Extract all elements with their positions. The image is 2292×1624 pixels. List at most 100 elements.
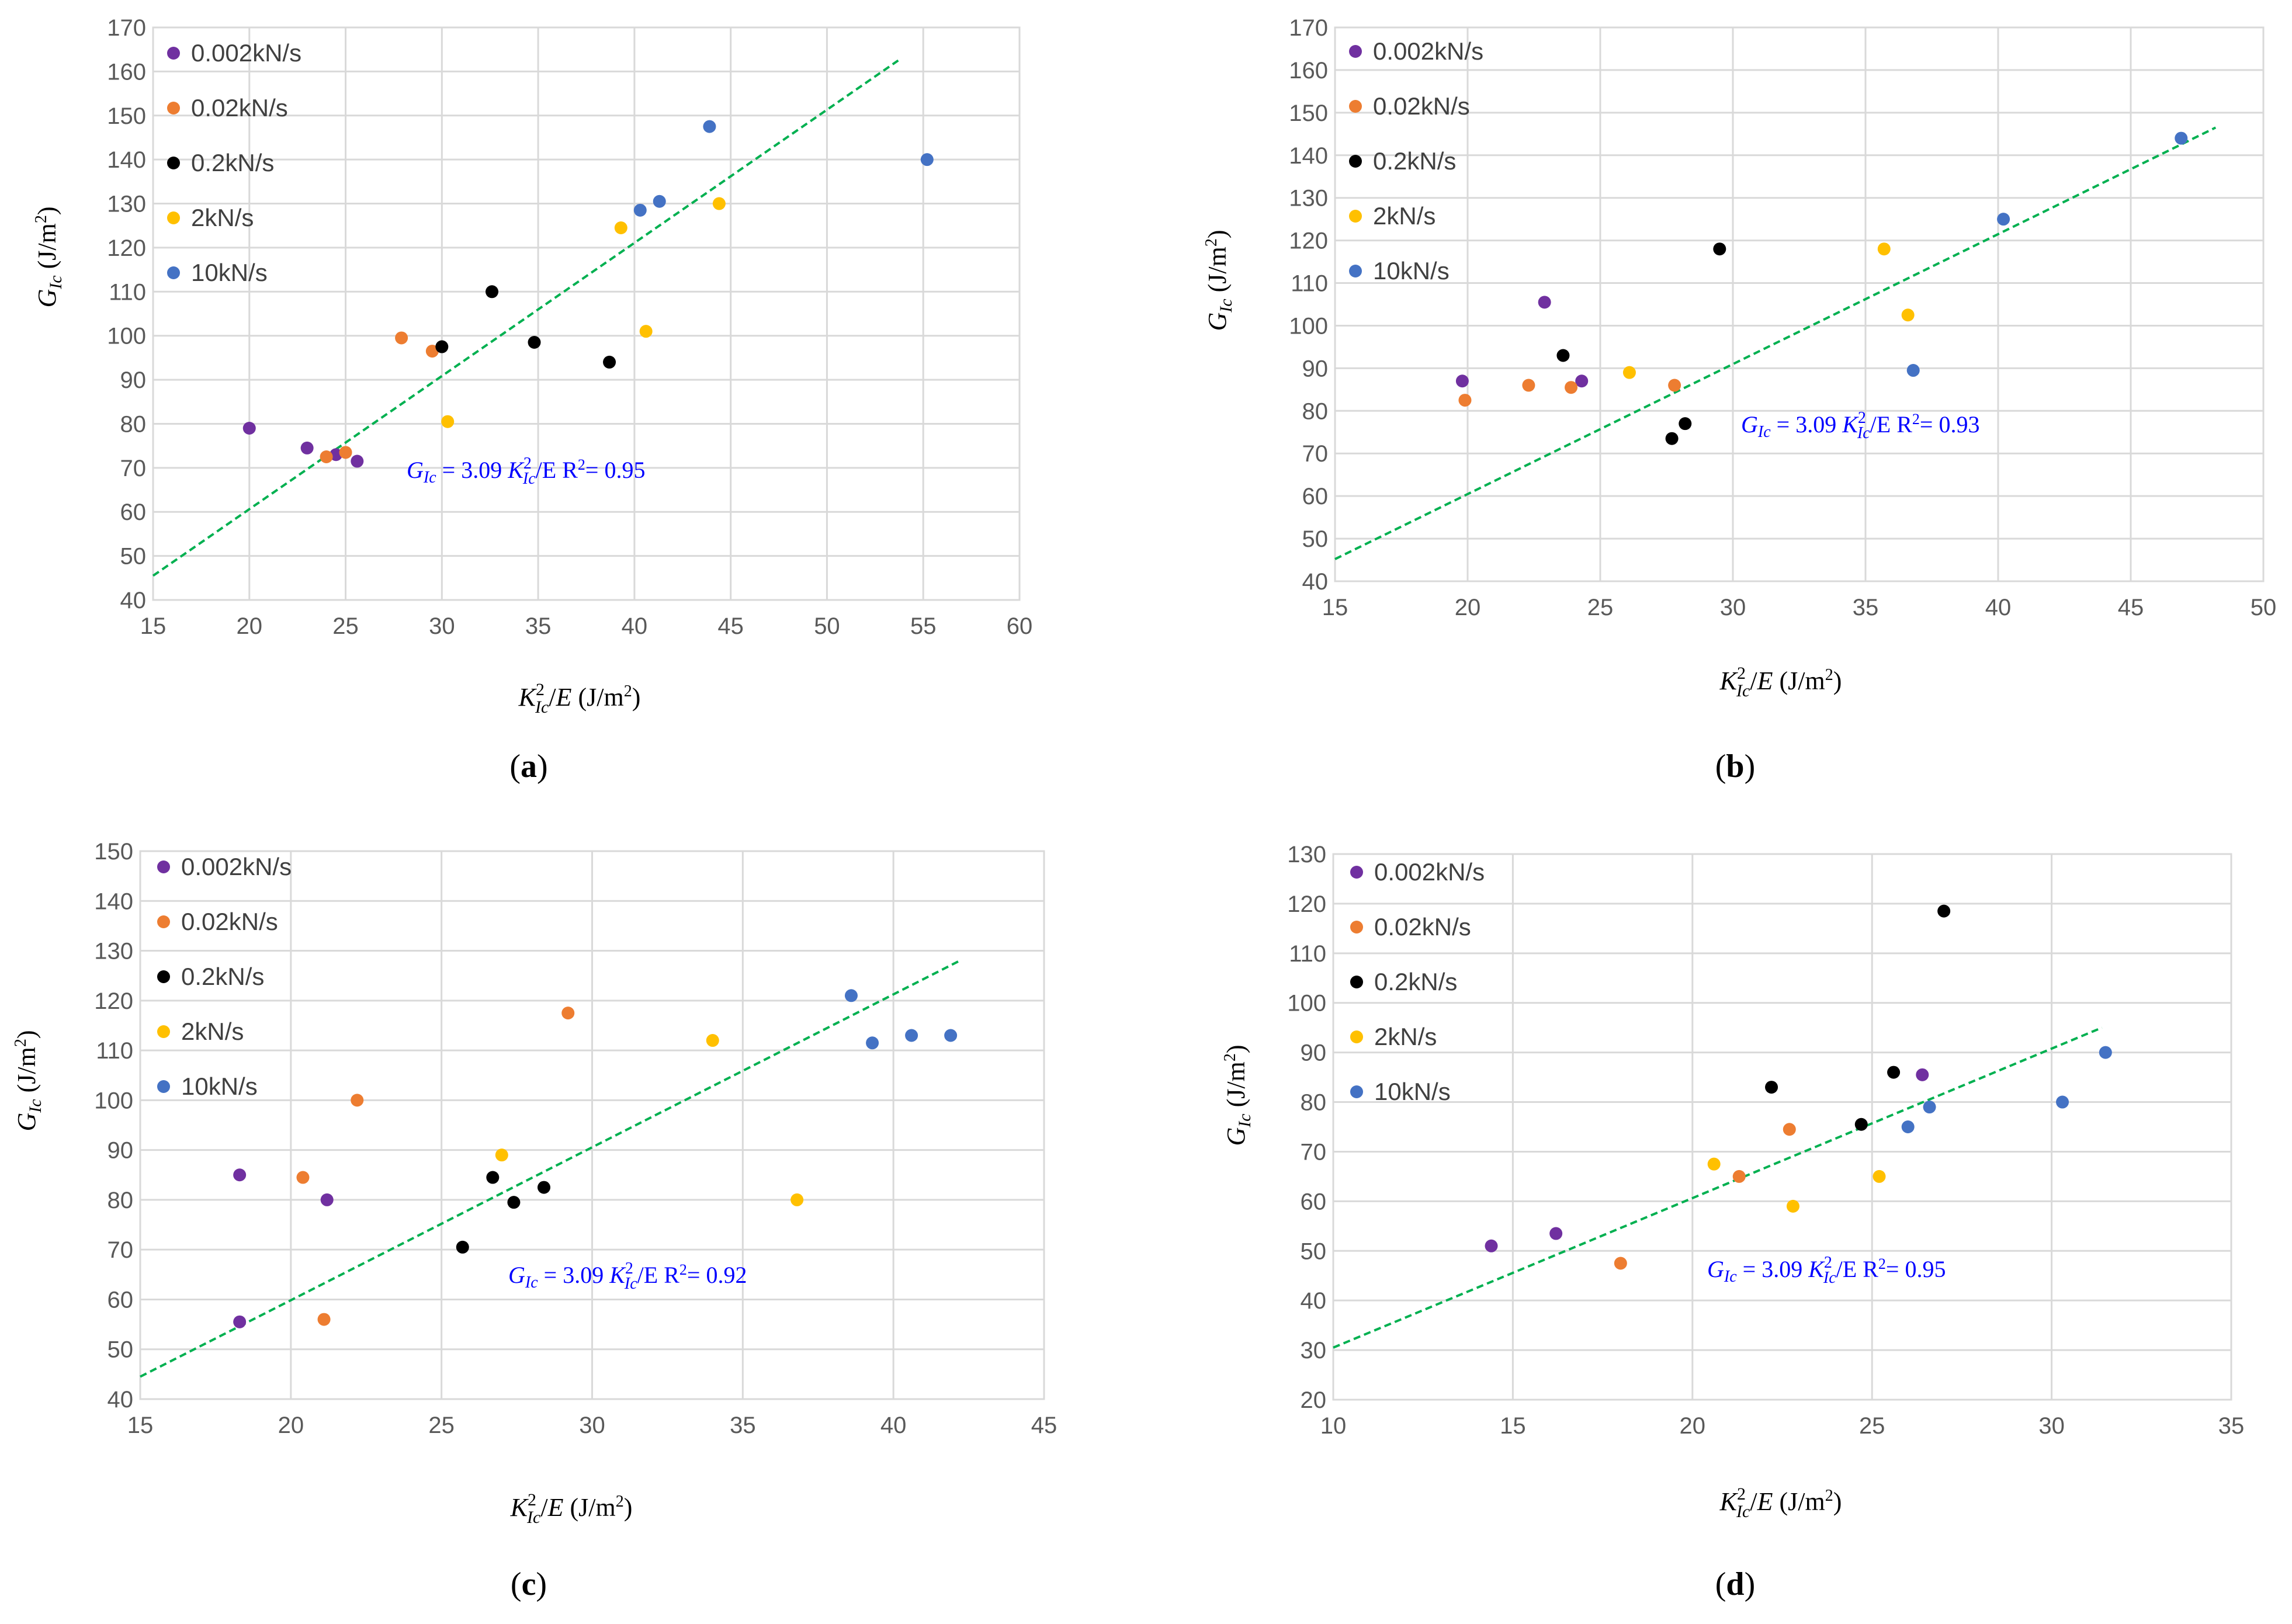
y-tick-label: 80 — [120, 411, 147, 437]
data-point — [944, 1029, 958, 1042]
chart-panel-c: 40 50 60 70 80 90 100 110 120 130 140 150 15 20 25 30 35… — [12, 839, 1057, 1602]
data-point — [712, 197, 726, 210]
legend-label: 10kN/s — [181, 1073, 258, 1100]
legend-label: 10kN/s — [191, 259, 268, 286]
trendline — [152, 59, 899, 577]
x-axis-title: K2 Ic/E (J/m2) — [518, 680, 641, 717]
x-tick-label: 30 — [2038, 1413, 2065, 1439]
x-tick-label: 20 — [278, 1413, 304, 1438]
data-point — [296, 1171, 310, 1184]
data-point — [320, 450, 333, 463]
y-tick-label: 40 — [1302, 569, 1329, 595]
data-point — [1997, 213, 2010, 226]
data-point — [1538, 296, 1551, 309]
x-tick-label: 20 — [1680, 1413, 1706, 1439]
y-tick-label: 70 — [108, 1237, 134, 1263]
y-tick-label: 150 — [1289, 100, 1328, 126]
legend-label: 0.2kN/s — [181, 963, 264, 990]
x-tick-label: 50 — [2251, 595, 2277, 620]
y-tick-label: 60 — [1301, 1189, 1327, 1214]
y-tick-label: 80 — [108, 1188, 134, 1213]
y-tick-label: 110 — [109, 279, 146, 305]
trendline — [1333, 1026, 2103, 1349]
y-tick-label: 130 — [94, 939, 133, 964]
data-point — [1916, 1068, 1929, 1081]
y-tick-label: 170 — [107, 15, 146, 41]
data-point — [1455, 374, 1469, 388]
data-point — [1707, 1157, 1721, 1171]
legend-label: 0.02kN/s — [191, 94, 288, 122]
y-tick-label: 120 — [107, 235, 146, 261]
data-point — [317, 1313, 331, 1326]
x-tick-label: 60 — [1007, 613, 1033, 639]
data-point — [507, 1196, 521, 1209]
data-point — [351, 454, 364, 468]
y-tick-label: 140 — [107, 147, 146, 173]
legend-marker — [1350, 1030, 1363, 1043]
data-point — [242, 422, 256, 435]
x-tick-label: 15 — [1500, 1413, 1526, 1439]
data-point — [486, 1171, 500, 1184]
data-point — [2056, 1095, 2069, 1109]
y-tick-label: 90 — [108, 1138, 134, 1164]
data-point — [920, 153, 934, 166]
legend-marker — [1350, 1085, 1363, 1098]
y-tick-label: 50 — [1302, 526, 1329, 552]
data-point — [905, 1029, 918, 1042]
data-point — [1575, 374, 1589, 388]
legend-label: 0.002kN/s — [191, 39, 301, 67]
data-point — [233, 1168, 247, 1182]
chart-panel-a: 40 50 60 70 80 90 100 110 120 130 140 150 160 170 15 20… — [32, 15, 1032, 785]
y-tick-label: 50 — [120, 544, 147, 570]
data-point — [330, 448, 343, 461]
data-point — [639, 325, 653, 338]
legend-marker — [1350, 921, 1363, 934]
x-tick-label: 30 — [579, 1413, 605, 1438]
y-tick-label: 100 — [107, 324, 146, 349]
y-tick-label: 70 — [120, 456, 147, 481]
data-point — [339, 446, 352, 459]
x-tick-label: 40 — [1985, 595, 2012, 620]
equation-label: GIc = 3.09 K2 Ic/E R2= 0.93 — [1741, 409, 1979, 442]
x-tick-label: 15 — [127, 1413, 154, 1438]
y-tick-label: 110 — [1291, 271, 1328, 297]
data-point — [1786, 1199, 1799, 1213]
data-point — [1877, 242, 1891, 256]
y-tick-label: 110 — [96, 1038, 133, 1064]
legend-label: 10kN/s — [1374, 1078, 1451, 1105]
x-tick-label: 15 — [140, 613, 167, 639]
y-tick-label: 150 — [94, 839, 133, 865]
legend-marker — [167, 47, 180, 60]
data-point — [633, 203, 647, 217]
y-tick-label: 120 — [1289, 228, 1328, 254]
x-tick-label: 35 — [2218, 1413, 2245, 1439]
data-point — [2099, 1046, 2112, 1059]
y-tick-label: 130 — [107, 192, 146, 217]
x-axis-title: K2 Ic/E (J/m2) — [1719, 664, 1842, 700]
legend-label: 0.2kN/s — [191, 149, 274, 176]
data-point — [425, 345, 439, 358]
panel-label: (b) — [1715, 748, 1755, 785]
legend-marker — [1349, 100, 1362, 113]
x-tick-label: 35 — [525, 613, 552, 639]
data-point — [1565, 381, 1578, 394]
data-point — [1923, 1101, 1936, 1114]
legend-marker — [1349, 265, 1362, 277]
panel-label: (d) — [1715, 1566, 1755, 1602]
data-point — [395, 331, 408, 345]
data-point — [1614, 1257, 1627, 1270]
data-point — [653, 195, 666, 208]
x-tick-label: 35 — [730, 1413, 756, 1438]
y-tick-label: 90 — [1302, 356, 1329, 381]
plot-frame — [1332, 853, 2232, 1401]
x-tick-label: 25 — [1587, 595, 1614, 620]
y-tick-label: 70 — [1301, 1139, 1327, 1165]
legend-marker — [157, 1025, 170, 1038]
y-axis-title: GIc (J/m2) — [1202, 230, 1236, 331]
y-tick-label: 140 — [1289, 143, 1328, 169]
data-point — [495, 1148, 508, 1162]
legend-label: 0.002kN/s — [1373, 37, 1483, 65]
x-tick-label: 35 — [1853, 595, 1879, 620]
y-tick-label: 30 — [1301, 1338, 1327, 1363]
legend-marker — [1349, 210, 1362, 223]
